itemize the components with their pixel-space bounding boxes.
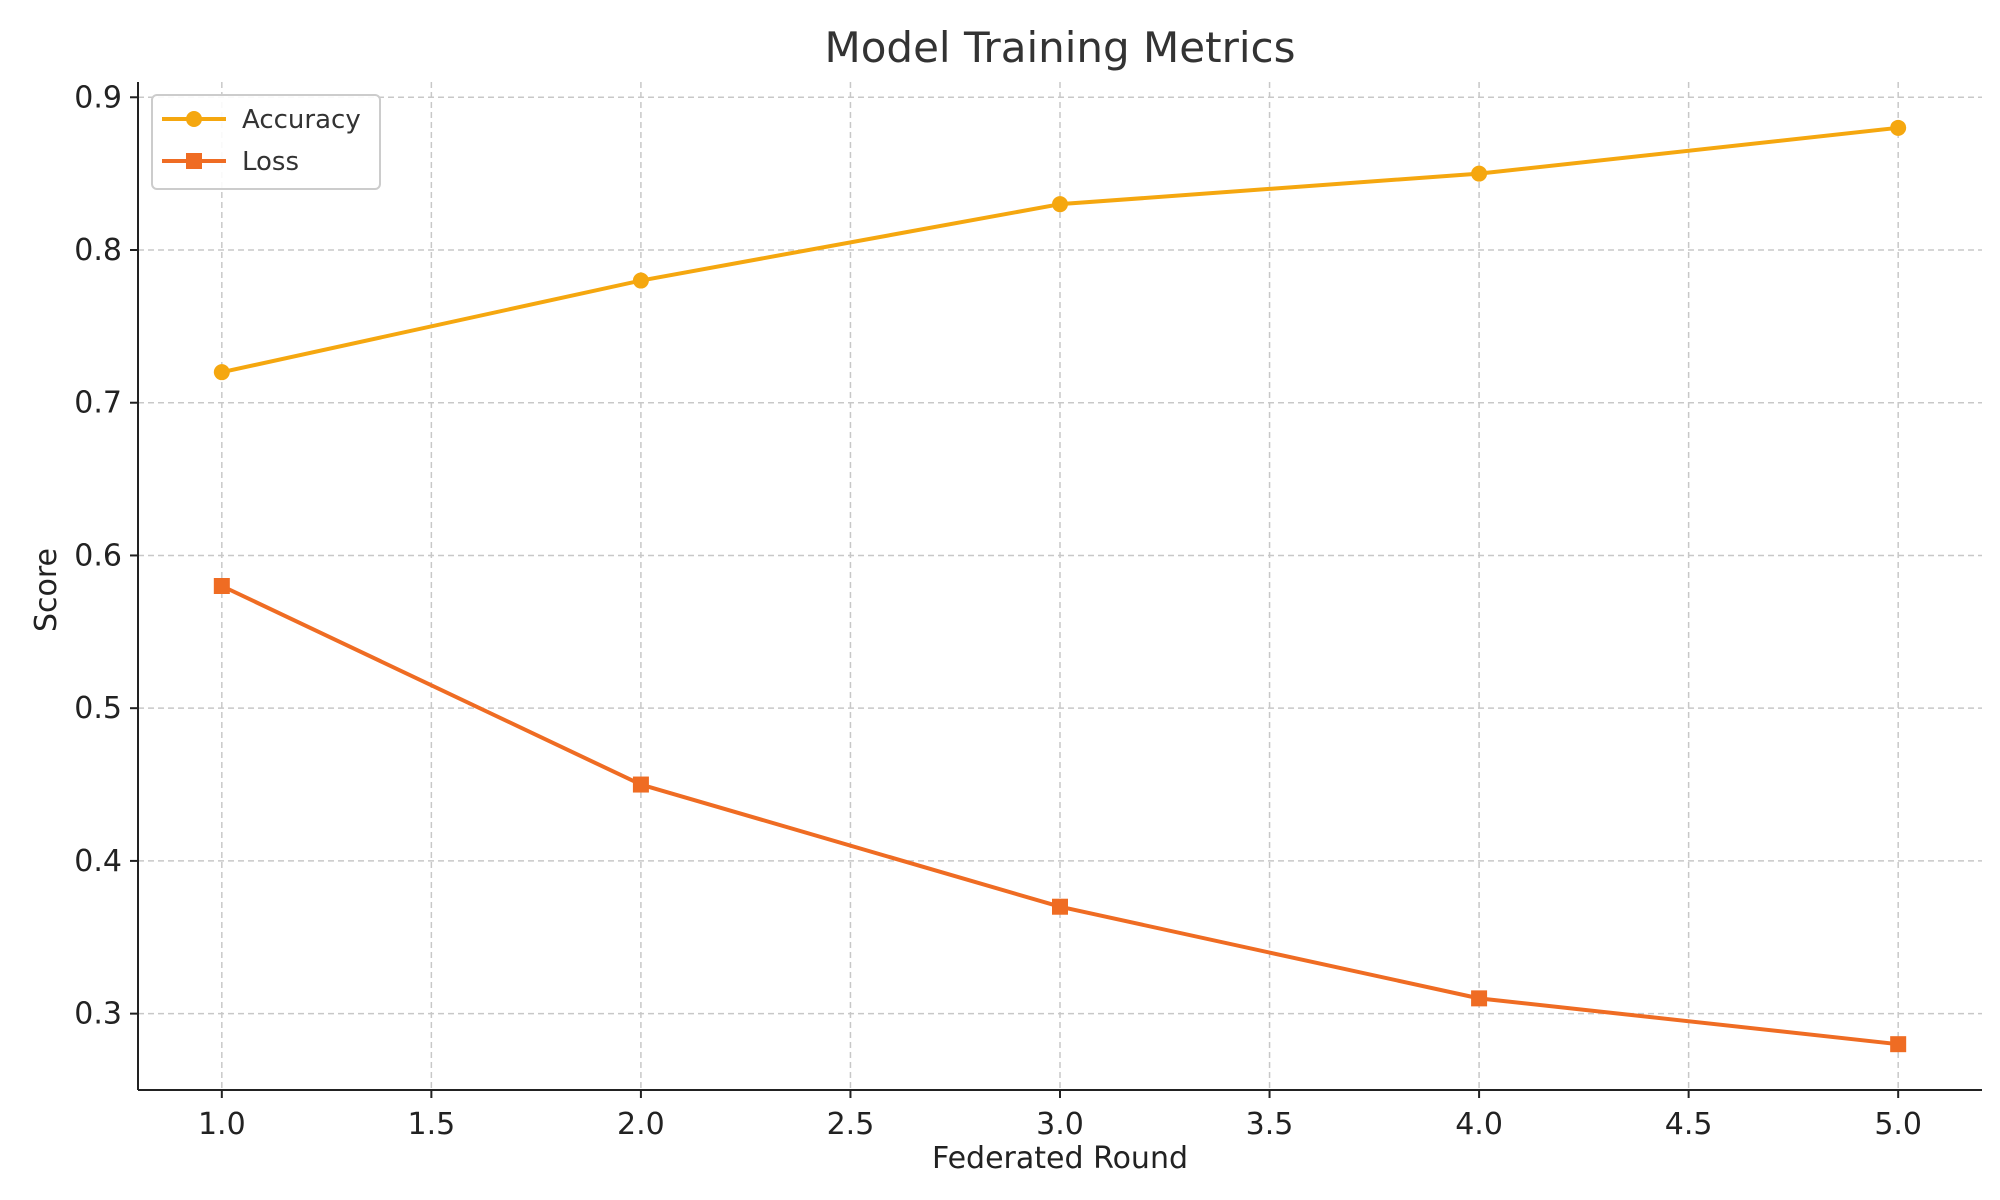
x-tick-label: 2.5 — [827, 1107, 875, 1142]
x-tick-label: 4.5 — [1665, 1107, 1713, 1142]
accuracy-legend-marker — [186, 111, 202, 127]
accuracy-point — [1052, 196, 1068, 213]
accuracy-point — [1471, 165, 1488, 182]
loss-point — [1052, 898, 1068, 915]
accuracy-point — [213, 364, 230, 381]
x-tick-label: 3.0 — [1036, 1107, 1084, 1142]
y-axis-label: Score — [29, 548, 64, 632]
legend: Accuracy Loss — [151, 94, 381, 190]
x-tick-label: 1.5 — [408, 1107, 456, 1142]
accuracy-point — [1890, 119, 1907, 136]
x-tick-label: 4.0 — [1455, 1107, 1503, 1142]
loss-point — [1890, 1036, 1907, 1053]
chart-title: Model Training Metrics — [825, 23, 1296, 72]
x-tick-label: 5.0 — [1874, 1107, 1922, 1142]
loss-legend-label: Loss — [242, 147, 299, 177]
loss-legend-marker — [186, 153, 202, 169]
x-axis-label: Federated Round — [932, 1141, 1188, 1176]
accuracy-legend-label: Accuracy — [242, 105, 361, 135]
y-tick-label: 0.3 — [74, 997, 122, 1032]
y-tick-label: 0.5 — [74, 691, 122, 726]
series-layer — [213, 119, 1907, 1053]
axes: 1.0 1.5 2.0 2.5 3.0 3.5 4.0 4.5 5.0 0.3 0.4 0.5 0.6 0… — [74, 80, 1982, 1142]
y-tick-label: 0.7 — [74, 386, 122, 421]
y-tick-label: 0.6 — [74, 538, 122, 573]
loss-point — [632, 776, 649, 793]
grid-lines — [138, 82, 1982, 1090]
y-tick-label: 0.8 — [74, 233, 122, 268]
x-tick-label: 3.5 — [1246, 1107, 1294, 1142]
y-tick-label: 0.4 — [74, 844, 122, 879]
loss-point — [213, 578, 230, 594]
x-tick-label: 1.0 — [198, 1107, 246, 1142]
loss-point — [1471, 990, 1488, 1007]
x-tick-label: 2.0 — [617, 1107, 665, 1142]
y-tick-label: 0.9 — [74, 80, 122, 115]
accuracy-point — [632, 272, 649, 289]
